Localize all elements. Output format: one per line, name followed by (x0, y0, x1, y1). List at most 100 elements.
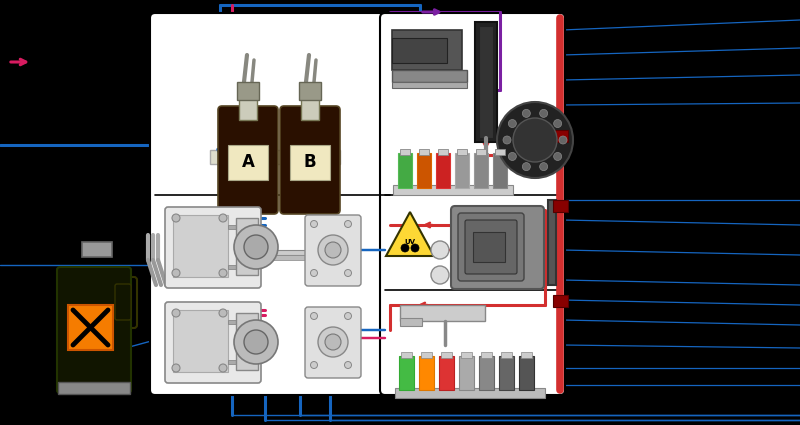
Bar (400, 305, 485, 321)
Circle shape (345, 221, 351, 227)
Bar (400, 318, 422, 326)
Polygon shape (386, 212, 434, 256)
FancyBboxPatch shape (109, 277, 137, 328)
Circle shape (540, 163, 548, 170)
Circle shape (325, 242, 341, 258)
Circle shape (554, 153, 562, 161)
FancyBboxPatch shape (451, 206, 544, 289)
Bar (210, 150, 340, 164)
Bar (236, 255, 258, 275)
Bar (392, 30, 462, 70)
Bar (237, 82, 259, 100)
Circle shape (244, 235, 268, 259)
Bar (493, 153, 507, 188)
Circle shape (234, 320, 278, 364)
Circle shape (559, 136, 567, 144)
Bar (495, 149, 505, 155)
FancyBboxPatch shape (380, 13, 565, 395)
FancyBboxPatch shape (150, 13, 395, 395)
Bar (299, 82, 321, 100)
Bar (392, 38, 447, 63)
Bar (519, 356, 534, 390)
Bar (82, 242, 112, 257)
Bar (236, 313, 258, 333)
FancyBboxPatch shape (165, 207, 261, 288)
Circle shape (172, 214, 180, 222)
FancyBboxPatch shape (305, 307, 361, 378)
Bar (228, 360, 236, 364)
Bar (228, 265, 236, 269)
Circle shape (244, 330, 268, 354)
Bar (58, 382, 130, 394)
Bar (476, 149, 486, 155)
Circle shape (508, 153, 516, 161)
Bar (401, 352, 412, 358)
Bar (553, 295, 568, 307)
Bar (455, 153, 469, 188)
Bar (290, 145, 330, 180)
Circle shape (497, 102, 573, 178)
Circle shape (172, 269, 180, 277)
Bar (417, 153, 431, 188)
Circle shape (513, 118, 557, 162)
Bar (479, 26, 493, 138)
Circle shape (219, 309, 227, 317)
FancyBboxPatch shape (280, 106, 340, 214)
Bar (173, 215, 228, 277)
Circle shape (318, 235, 348, 265)
Bar (268, 250, 310, 255)
Bar (548, 200, 556, 285)
Circle shape (172, 364, 180, 372)
Circle shape (431, 266, 449, 284)
Bar (68, 305, 113, 350)
Bar (236, 218, 258, 238)
Circle shape (310, 312, 318, 320)
Bar (393, 185, 513, 195)
Circle shape (310, 269, 318, 277)
Bar (457, 149, 467, 155)
Circle shape (219, 269, 227, 277)
Bar (228, 320, 236, 324)
Circle shape (345, 312, 351, 320)
Bar (419, 356, 434, 390)
FancyBboxPatch shape (57, 267, 131, 393)
Bar (501, 352, 512, 358)
Bar (481, 352, 492, 358)
Bar (475, 22, 497, 142)
Bar (268, 255, 310, 260)
FancyBboxPatch shape (465, 220, 517, 274)
Bar (439, 356, 454, 390)
Circle shape (508, 119, 516, 128)
Circle shape (540, 109, 548, 117)
Bar (436, 153, 450, 188)
Text: UV: UV (405, 239, 415, 245)
Bar (173, 310, 228, 372)
Bar (479, 356, 494, 390)
Circle shape (234, 225, 278, 269)
Bar (400, 149, 410, 155)
Bar (399, 356, 414, 390)
Bar (419, 149, 429, 155)
Bar (228, 145, 268, 180)
Circle shape (522, 163, 530, 170)
Bar (398, 153, 412, 188)
Bar (438, 149, 448, 155)
Bar (421, 352, 432, 358)
FancyBboxPatch shape (458, 213, 524, 281)
Circle shape (219, 364, 227, 372)
FancyBboxPatch shape (305, 215, 361, 286)
FancyBboxPatch shape (115, 284, 131, 320)
Circle shape (325, 334, 341, 350)
Bar (441, 352, 452, 358)
Bar (236, 350, 258, 370)
Circle shape (310, 221, 318, 227)
Bar (553, 130, 568, 142)
Bar (392, 70, 467, 82)
Bar (239, 98, 257, 120)
Bar (553, 200, 568, 212)
Bar (474, 153, 488, 188)
Circle shape (310, 362, 318, 368)
Text: A: A (242, 153, 254, 171)
FancyBboxPatch shape (218, 106, 278, 214)
Circle shape (554, 119, 562, 128)
